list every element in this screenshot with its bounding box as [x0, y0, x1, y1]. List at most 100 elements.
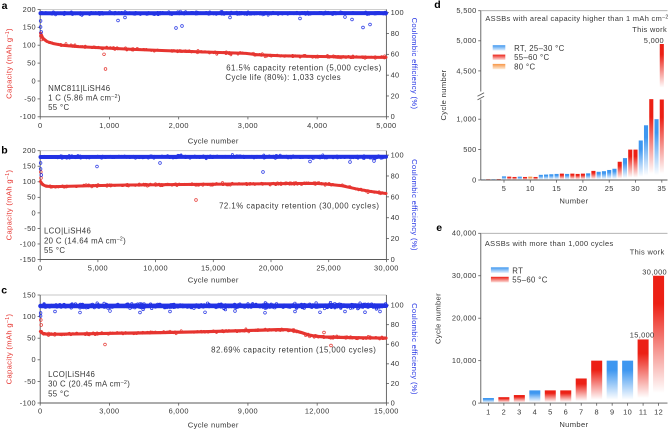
svg-text:82.69% capacity retention (15,: 82.69% capacity retention (15,000 cycles…	[211, 346, 376, 355]
svg-text:12: 12	[654, 408, 663, 417]
svg-text:15: 15	[552, 184, 561, 193]
svg-text:c: c	[1, 285, 7, 297]
svg-text:20 C (14.64 mA cm–2): 20 C (14.64 mA cm–2)	[44, 236, 126, 245]
svg-text:200: 200	[23, 5, 36, 14]
svg-text:15,000: 15,000	[201, 263, 226, 272]
svg-text:80: 80	[391, 320, 400, 329]
svg-text:-50: -50	[24, 94, 36, 103]
svg-text:40: 40	[391, 213, 400, 222]
svg-text:100: 100	[391, 8, 404, 17]
svg-text:10,000: 10,000	[452, 356, 477, 365]
svg-text:60: 60	[391, 192, 400, 201]
svg-text:60: 60	[391, 50, 400, 59]
svg-text:80: 80	[391, 171, 400, 180]
svg-text:20: 20	[391, 379, 400, 388]
svg-text:55–60 °C: 55–60 °C	[512, 275, 547, 284]
svg-text:0: 0	[38, 263, 42, 272]
svg-text:0: 0	[472, 399, 476, 408]
svg-text:5,500: 5,500	[456, 6, 476, 15]
svg-text:6: 6	[564, 408, 568, 417]
svg-text:-100: -100	[20, 112, 36, 121]
svg-text:35: 35	[657, 184, 666, 193]
svg-text:-50: -50	[24, 377, 36, 386]
svg-text:8: 8	[594, 408, 598, 417]
svg-text:6,000: 6,000	[169, 407, 189, 416]
svg-text:3,000: 3,000	[99, 407, 119, 416]
svg-text:100: 100	[23, 312, 36, 321]
svg-text:30,000: 30,000	[374, 263, 399, 272]
svg-text:10,000: 10,000	[143, 263, 168, 272]
svg-text:80: 80	[391, 29, 400, 38]
svg-text:-100: -100	[20, 398, 36, 407]
svg-text:40,000: 40,000	[452, 229, 477, 238]
svg-text:0: 0	[391, 112, 395, 121]
svg-text:1,000: 1,000	[456, 115, 476, 124]
svg-text:9,000: 9,000	[238, 407, 258, 416]
svg-text:0: 0	[32, 76, 36, 85]
svg-text:15,000: 15,000	[630, 331, 655, 340]
svg-text:100: 100	[23, 177, 36, 186]
svg-text:3: 3	[517, 408, 521, 417]
svg-text:20: 20	[391, 234, 400, 243]
svg-text:0: 0	[32, 208, 36, 217]
svg-text:7: 7	[579, 408, 583, 417]
svg-text:Capacity (mAh g–1): Capacity (mAh g–1)	[5, 314, 14, 385]
svg-text:150: 150	[23, 23, 36, 32]
svg-text:30 C (20.45 mA cm–2): 30 C (20.45 mA cm–2)	[48, 380, 130, 389]
svg-text:0: 0	[38, 121, 42, 130]
svg-text:25: 25	[605, 184, 614, 193]
svg-text:Cycle number: Cycle number	[434, 293, 443, 344]
svg-text:Cycle life (80%): 1,033 cycles: Cycle life (80%): 1,033 cycles	[225, 73, 341, 82]
svg-text:ASSBs with more than 1,000 cyc: ASSBs with more than 1,000 cycles	[485, 239, 614, 248]
svg-text:80 °C: 80 °C	[514, 62, 535, 71]
svg-text:100: 100	[23, 41, 36, 50]
svg-text:Cycle number: Cycle number	[188, 421, 239, 429]
svg-text:11: 11	[639, 408, 647, 417]
svg-text:5,000: 5,000	[88, 263, 108, 272]
svg-text:72.1% capacity retention (30,0: 72.1% capacity retention (30,000 cycles)	[219, 202, 379, 211]
svg-text:Number: Number	[559, 420, 588, 429]
svg-text:10: 10	[623, 408, 632, 417]
svg-text:LCO|LiSH46: LCO|LiSH46	[48, 370, 95, 379]
svg-text:LCO|LiSH46: LCO|LiSH46	[44, 227, 91, 236]
svg-text:d: d	[434, 0, 441, 11]
svg-text:Cycle number: Cycle number	[439, 69, 448, 120]
svg-text:20: 20	[391, 91, 400, 100]
svg-text:55 °C: 55 °C	[48, 103, 69, 112]
svg-text:-100: -100	[20, 239, 36, 248]
svg-text:4: 4	[533, 408, 537, 417]
svg-text:RT, 25–30 °C: RT, 25–30 °C	[514, 44, 565, 53]
svg-text:Coulombic efficiency (%): Coulombic efficiency (%)	[410, 159, 419, 251]
svg-text:Number: Number	[559, 197, 588, 206]
svg-text:-50: -50	[24, 224, 36, 233]
svg-text:Coulombic efficiency (%): Coulombic efficiency (%)	[410, 18, 419, 110]
svg-text:55 °C: 55 °C	[44, 246, 65, 255]
svg-text:10: 10	[526, 184, 535, 193]
svg-text:100: 100	[391, 301, 404, 310]
svg-text:55–60 °C: 55–60 °C	[514, 53, 549, 62]
svg-text:0: 0	[472, 175, 476, 184]
svg-text:Cycle number: Cycle number	[188, 276, 239, 285]
svg-text:1,000: 1,000	[99, 121, 119, 130]
svg-text:200: 200	[23, 146, 36, 155]
svg-text:12,000: 12,000	[305, 407, 330, 416]
svg-text:150: 150	[23, 290, 36, 299]
svg-text:150: 150	[23, 162, 36, 171]
svg-text:5: 5	[502, 184, 506, 193]
svg-text:0: 0	[38, 407, 42, 416]
svg-text:500: 500	[463, 145, 476, 154]
svg-text:Capacity (mAh g–1): Capacity (mAh g–1)	[5, 28, 14, 99]
svg-text:5,000: 5,000	[376, 121, 396, 130]
svg-text:2: 2	[502, 408, 506, 417]
svg-text:50: 50	[27, 334, 36, 343]
svg-text:This work: This work	[630, 248, 665, 257]
svg-text:9: 9	[610, 408, 614, 417]
svg-text:20,000: 20,000	[452, 314, 477, 323]
svg-text:20: 20	[578, 184, 587, 193]
svg-text:100: 100	[391, 151, 404, 160]
svg-text:-150: -150	[20, 255, 36, 264]
svg-text:a: a	[2, 0, 8, 12]
svg-text:30: 30	[631, 184, 640, 193]
svg-text:50: 50	[27, 193, 36, 202]
svg-text:40: 40	[391, 359, 400, 368]
